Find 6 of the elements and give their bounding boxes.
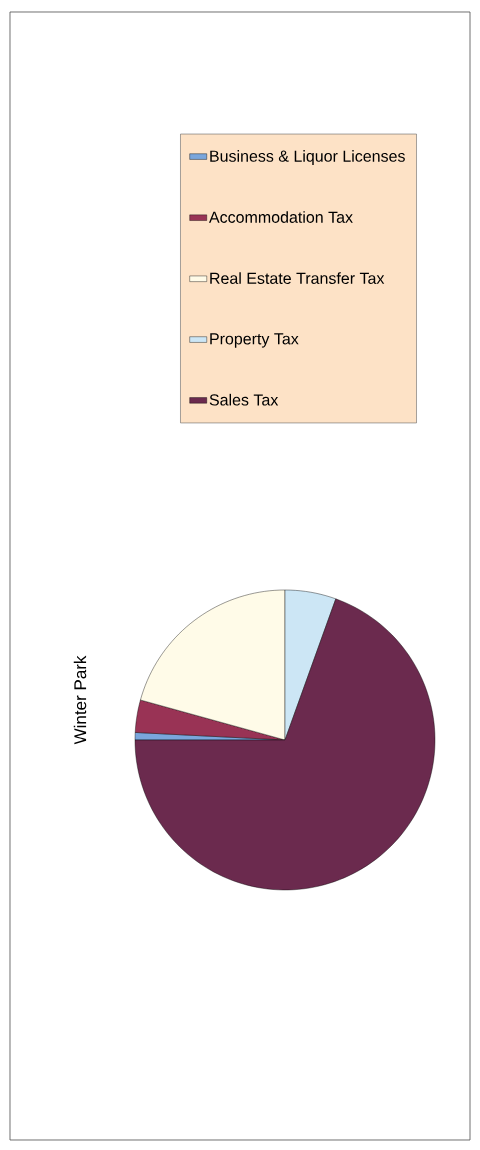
text: Winter Park [73, 655, 87, 745]
legend-label: Real Estate Transfer Tax [210, 272, 385, 284]
legend-label: Accommodation Tax [208, 211, 353, 223]
legend-label: Business & Liquor Licenses [210, 150, 405, 165]
legend-label: Sales Tax [209, 393, 279, 406]
legend-label: Property Tax [210, 333, 299, 348]
